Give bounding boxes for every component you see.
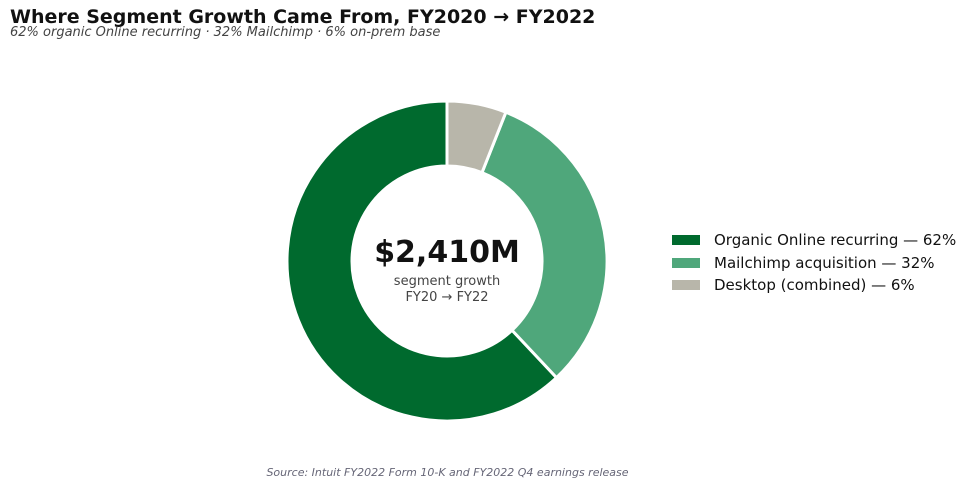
legend-swatch bbox=[672, 235, 700, 246]
donut-slice-3 bbox=[445, 99, 508, 175]
legend-item-3: Desktop (combined) — 6% bbox=[672, 274, 956, 297]
legend-swatch bbox=[672, 280, 700, 291]
donut-slice-2 bbox=[480, 110, 609, 380]
legend-swatch bbox=[672, 257, 700, 268]
legend-label: Desktop (combined) — 6% bbox=[714, 276, 915, 295]
center-caption-line1: segment growth bbox=[394, 274, 500, 289]
center-total: $2,410M bbox=[374, 235, 520, 270]
legend-label: Organic Online recurring — 62% bbox=[714, 231, 957, 250]
legend-label: Mailchimp acquisition — 32% bbox=[714, 253, 935, 272]
legend-item-2: Mailchimp acquisition — 32% bbox=[672, 252, 956, 275]
source-note: Source: Intuit FY2022 Form 10-K and FY20… bbox=[266, 466, 629, 479]
chart-title: Where Segment Growth Came From, FY2020 →… bbox=[10, 6, 596, 28]
center-caption-line2: FY20 → FY22 bbox=[405, 290, 488, 305]
chart-subtitle: 62% organic Online recurring · 32% Mailc… bbox=[10, 25, 441, 40]
legend-item-1: Organic Online recurring — 62% bbox=[672, 229, 956, 252]
donut-slices bbox=[285, 99, 609, 423]
chart-legend: Organic Online recurring — 62% Mailchimp … bbox=[672, 229, 956, 297]
donut-slice-1 bbox=[285, 99, 559, 423]
